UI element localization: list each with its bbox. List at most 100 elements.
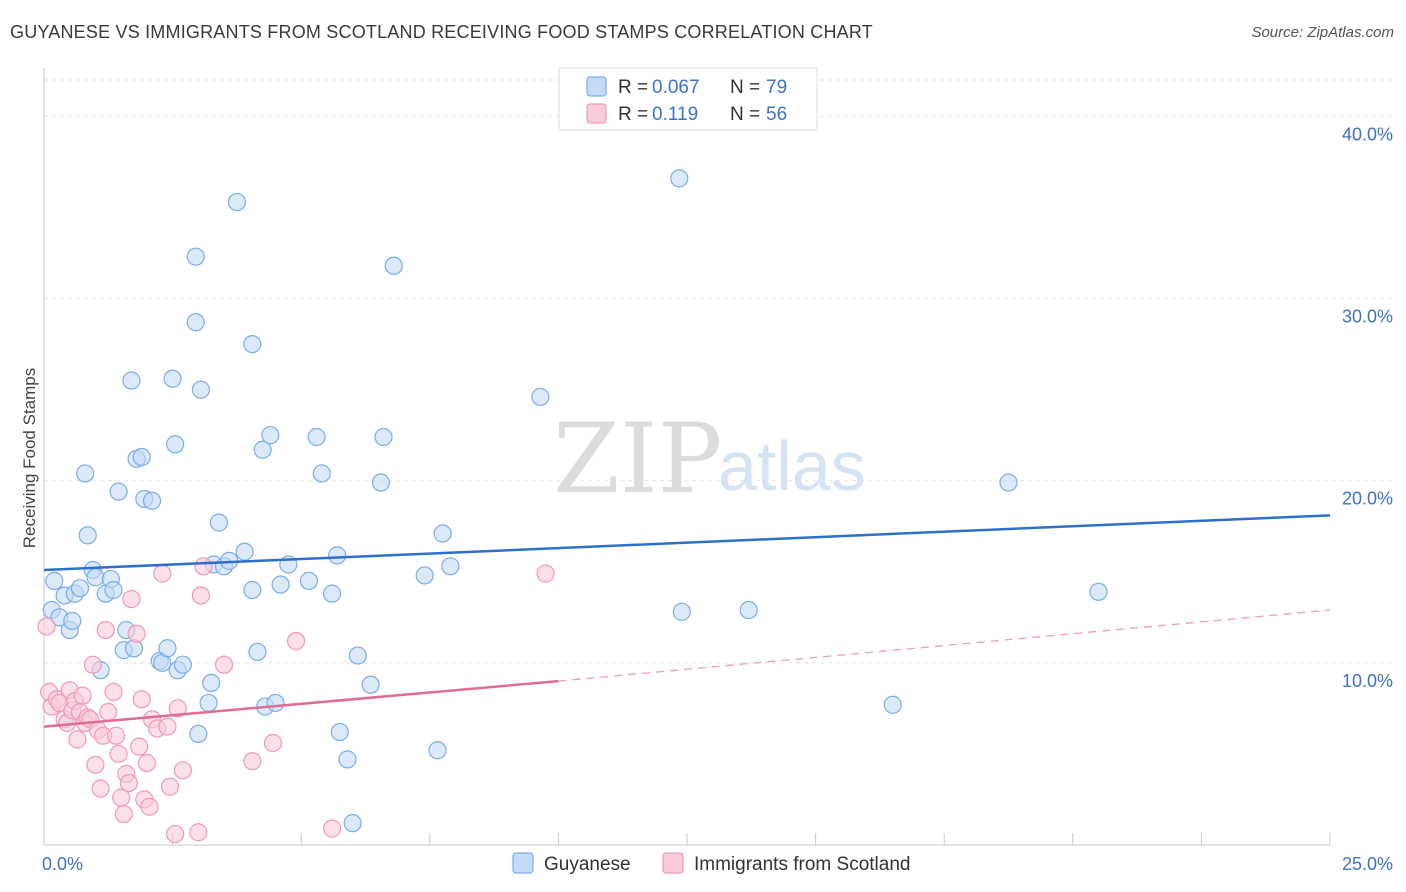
data-point (158, 639, 177, 658)
data-point (153, 564, 172, 583)
data-point (271, 575, 290, 594)
data-point (173, 655, 192, 674)
data-point (86, 568, 105, 587)
bottom-legend-swatch (512, 852, 534, 874)
data-point (415, 566, 434, 585)
data-point (371, 473, 391, 492)
data-point (96, 620, 115, 640)
data-point (999, 473, 1018, 492)
data-point (132, 690, 151, 709)
data-point (243, 752, 262, 771)
trend-line (43, 514, 1331, 572)
data-point (670, 169, 689, 188)
data-point (163, 369, 182, 388)
bottom-legend-label: Immigrants from Scotland (694, 854, 910, 875)
legend-r-value: 0.119 (652, 104, 698, 125)
data-point (214, 655, 234, 674)
data-point (106, 726, 126, 745)
data-point (91, 779, 110, 798)
data-point (186, 313, 205, 332)
bottom-legend: Guyanese Immigrants from Scotland (512, 852, 910, 875)
data-point (253, 440, 272, 459)
trend-lines (43, 514, 1331, 728)
x-tick-label: 25.0% (1342, 854, 1393, 874)
trend-line (43, 679, 559, 728)
data-point (137, 753, 156, 773)
source-label: Source: ZipAtlas.com (1251, 24, 1394, 41)
data-point (122, 371, 141, 390)
data-point (114, 804, 133, 824)
data-point (132, 447, 151, 467)
data-point (235, 542, 254, 561)
data-point (739, 600, 758, 620)
data-point (189, 823, 208, 842)
data-point (433, 524, 452, 543)
data-point (536, 564, 555, 583)
data-point (441, 557, 460, 576)
data-point (343, 814, 362, 833)
legend-r-value: 0.067 (652, 77, 700, 98)
data-point (199, 693, 218, 713)
legend-swatch (586, 103, 607, 124)
axes (43, 68, 1331, 846)
y-tick-label: 40.0% (1342, 124, 1393, 144)
data-point (45, 571, 64, 590)
data-point (122, 590, 141, 609)
data-point (348, 646, 367, 665)
data-point (160, 777, 180, 796)
data-point (312, 464, 331, 483)
data-point (83, 655, 102, 674)
data-point (127, 624, 146, 643)
data-point (119, 773, 138, 793)
data-point (248, 642, 267, 662)
watermark-atlas: atlas (718, 427, 866, 505)
data-point (99, 702, 118, 722)
legend-n-value: 56 (766, 104, 787, 125)
y-axis-title: Receiving Food Stamps (20, 368, 39, 548)
data-point (166, 824, 185, 844)
watermark-zip: ZIP (553, 403, 722, 515)
data-point (672, 602, 691, 621)
legend-r-label: R = (618, 104, 648, 125)
legend-swatch (586, 76, 607, 97)
data-point (168, 699, 187, 718)
data-point (338, 750, 357, 769)
data-point (104, 682, 123, 702)
data-point (261, 426, 280, 445)
legend-n-label: N = (730, 77, 760, 98)
legend-n-value: 79 (766, 77, 787, 98)
data-point (63, 611, 82, 631)
data-point (361, 675, 380, 694)
data-point (104, 580, 123, 600)
data-point (322, 584, 342, 603)
data-point (531, 387, 550, 407)
data-point (37, 617, 56, 636)
data-point (384, 256, 403, 275)
data-point (166, 435, 185, 454)
y-tick-label: 20.0% (1342, 489, 1393, 509)
grid-lines (44, 79, 1393, 664)
data-point (374, 427, 393, 447)
data-point (191, 380, 210, 399)
data-point (209, 513, 228, 532)
data-point (109, 744, 128, 764)
data-point (173, 761, 192, 780)
data-point (140, 797, 159, 816)
data-point (299, 571, 319, 590)
data-point (189, 724, 208, 743)
data-points (37, 169, 1108, 844)
data-point (158, 717, 177, 736)
data-point (109, 482, 128, 501)
data-point (194, 557, 213, 576)
data-point (227, 192, 246, 212)
data-point (322, 819, 342, 838)
legend-n-label: N = (730, 104, 760, 125)
data-point (78, 526, 97, 545)
bottom-legend-label: Guyanese (544, 854, 631, 875)
chart-title: GUYANESE VS IMMIGRANTS FROM SCOTLAND REC… (10, 22, 873, 42)
data-point (191, 586, 210, 605)
data-point (328, 546, 347, 565)
data-point (307, 427, 326, 447)
bottom-legend-swatch (662, 852, 684, 874)
